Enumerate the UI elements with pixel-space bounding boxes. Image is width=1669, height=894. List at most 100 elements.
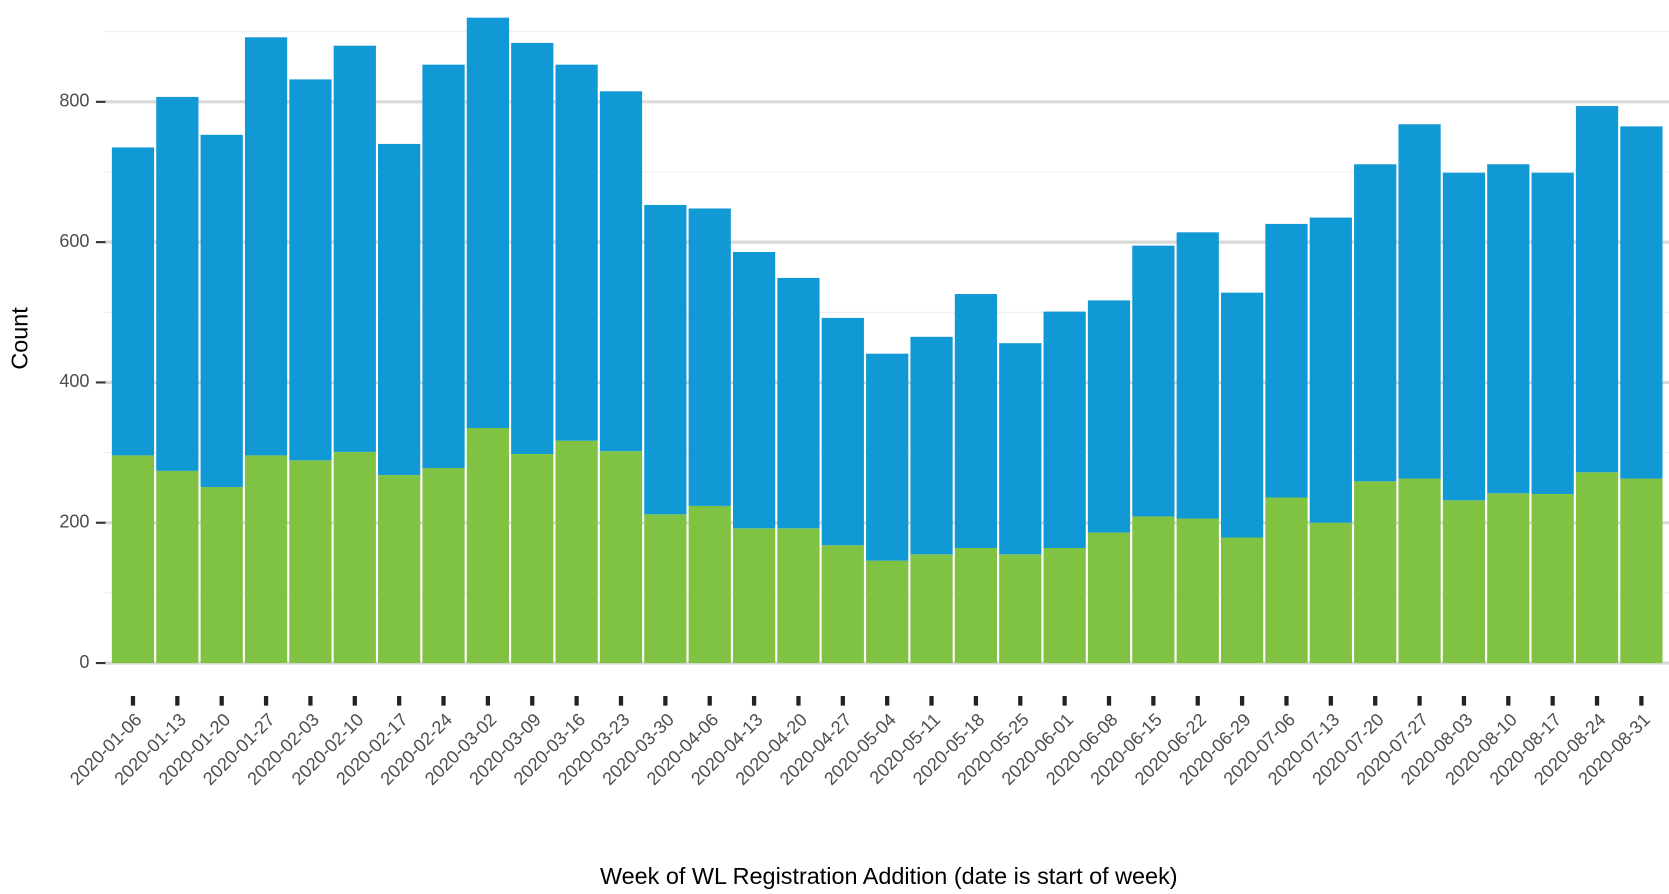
bar-segment: [1575, 472, 1619, 664]
bar-segment: [244, 455, 288, 664]
y-tick-label: 400: [59, 371, 89, 391]
x-tick: [1550, 696, 1555, 706]
bar-segment: [1087, 532, 1131, 664]
bar-segment: [1620, 478, 1663, 664]
x-tick: [1018, 696, 1023, 706]
bar-segment: [1087, 300, 1131, 533]
bar-segment: [688, 505, 731, 664]
bar-segment: [777, 528, 820, 664]
bar-segment: [378, 475, 421, 664]
bar-segment: [1487, 493, 1530, 664]
bar-segment: [866, 353, 909, 561]
bar-segment: [732, 528, 776, 664]
bar-segment: [466, 17, 510, 429]
x-tick: [1639, 696, 1644, 706]
bar-segment: [910, 336, 953, 555]
x-tick: [1151, 696, 1156, 706]
x-tick: [1328, 696, 1333, 706]
bar-segment: [644, 514, 687, 664]
bar-segment: [511, 42, 554, 454]
x-tick: [1062, 696, 1067, 706]
bar-segment: [244, 37, 288, 456]
bar-segment: [1487, 164, 1530, 494]
y-tick-label: 600: [59, 231, 89, 251]
bar-segment: [1220, 537, 1264, 664]
bar-segment: [466, 428, 510, 664]
bar-segment: [954, 294, 998, 549]
bar-segment: [1132, 516, 1175, 664]
bar-segment: [1531, 172, 1574, 494]
bar-segment: [999, 554, 1042, 664]
bar-segment: [156, 470, 199, 664]
bar-segment: [1043, 548, 1086, 664]
bar-segment: [1176, 518, 1219, 664]
bar-segment: [333, 45, 376, 452]
bar-segment: [644, 204, 687, 515]
bar-segment: [1620, 126, 1663, 479]
y-tick-label: 200: [59, 512, 89, 532]
x-tick: [663, 696, 668, 706]
x-tick: [1506, 696, 1511, 706]
bar-segment: [732, 251, 776, 529]
x-tick: [796, 696, 801, 706]
bar-segment: [1265, 223, 1308, 498]
bar-segment: [1442, 172, 1486, 501]
x-tick: [1239, 696, 1245, 706]
x-tick: [530, 696, 535, 706]
x-tick: [263, 696, 269, 706]
bar-segment: [378, 143, 421, 476]
bar-segment: [821, 545, 864, 664]
x-tick: [130, 696, 136, 706]
x-tick: [1284, 696, 1289, 706]
bar-segment: [866, 560, 909, 664]
x-tick: [352, 696, 357, 706]
x-tick: [885, 696, 890, 706]
y-tick-label: 0: [79, 652, 89, 672]
bar-segment: [555, 440, 598, 664]
x-tick: [308, 696, 313, 706]
bar-segment: [1176, 232, 1219, 519]
bar-segment: [200, 134, 243, 487]
bar-segment: [289, 79, 332, 461]
x-tick: [1594, 696, 1600, 706]
bar-segment: [422, 468, 465, 664]
bar-segment: [599, 91, 643, 452]
x-tick: [1195, 696, 1200, 706]
x-tick: [1461, 696, 1467, 706]
x-tick: [485, 696, 491, 706]
bar-segment: [1398, 124, 1441, 479]
bar-segment: [1132, 245, 1175, 517]
x-tick: [1373, 696, 1378, 706]
bar-segment: [289, 460, 332, 664]
x-tick: [1417, 696, 1422, 706]
x-tick: [929, 696, 934, 706]
x-tick: [574, 696, 579, 706]
x-tick: [397, 696, 402, 706]
bar-segment: [200, 486, 243, 664]
x-tick: [1106, 696, 1112, 706]
x-tick: [840, 696, 845, 706]
x-axis-title: Week of WL Registration Addition (date i…: [600, 863, 1178, 889]
bar-segment: [1220, 292, 1264, 538]
x-tick: [707, 696, 712, 706]
bar-segment: [999, 343, 1042, 555]
x-tick: [219, 696, 224, 706]
bar-segment: [688, 208, 731, 506]
bar-segment: [511, 453, 554, 664]
bar-segment: [111, 455, 155, 664]
bar-segment: [1043, 311, 1086, 549]
x-tick: [751, 696, 757, 706]
bar-segment: [1442, 500, 1486, 664]
bar-segment: [1309, 217, 1352, 523]
bar-segment: [1354, 481, 1397, 664]
bar-segment: [1575, 106, 1619, 473]
bar-segment: [910, 554, 953, 664]
bar-segment: [1265, 497, 1308, 664]
x-tick: [175, 696, 180, 706]
bar-segment: [1398, 478, 1441, 664]
bar-segment: [1531, 493, 1574, 664]
bar-segment: [111, 147, 155, 456]
y-tick-label: 800: [59, 91, 89, 111]
x-tick: [441, 696, 446, 706]
